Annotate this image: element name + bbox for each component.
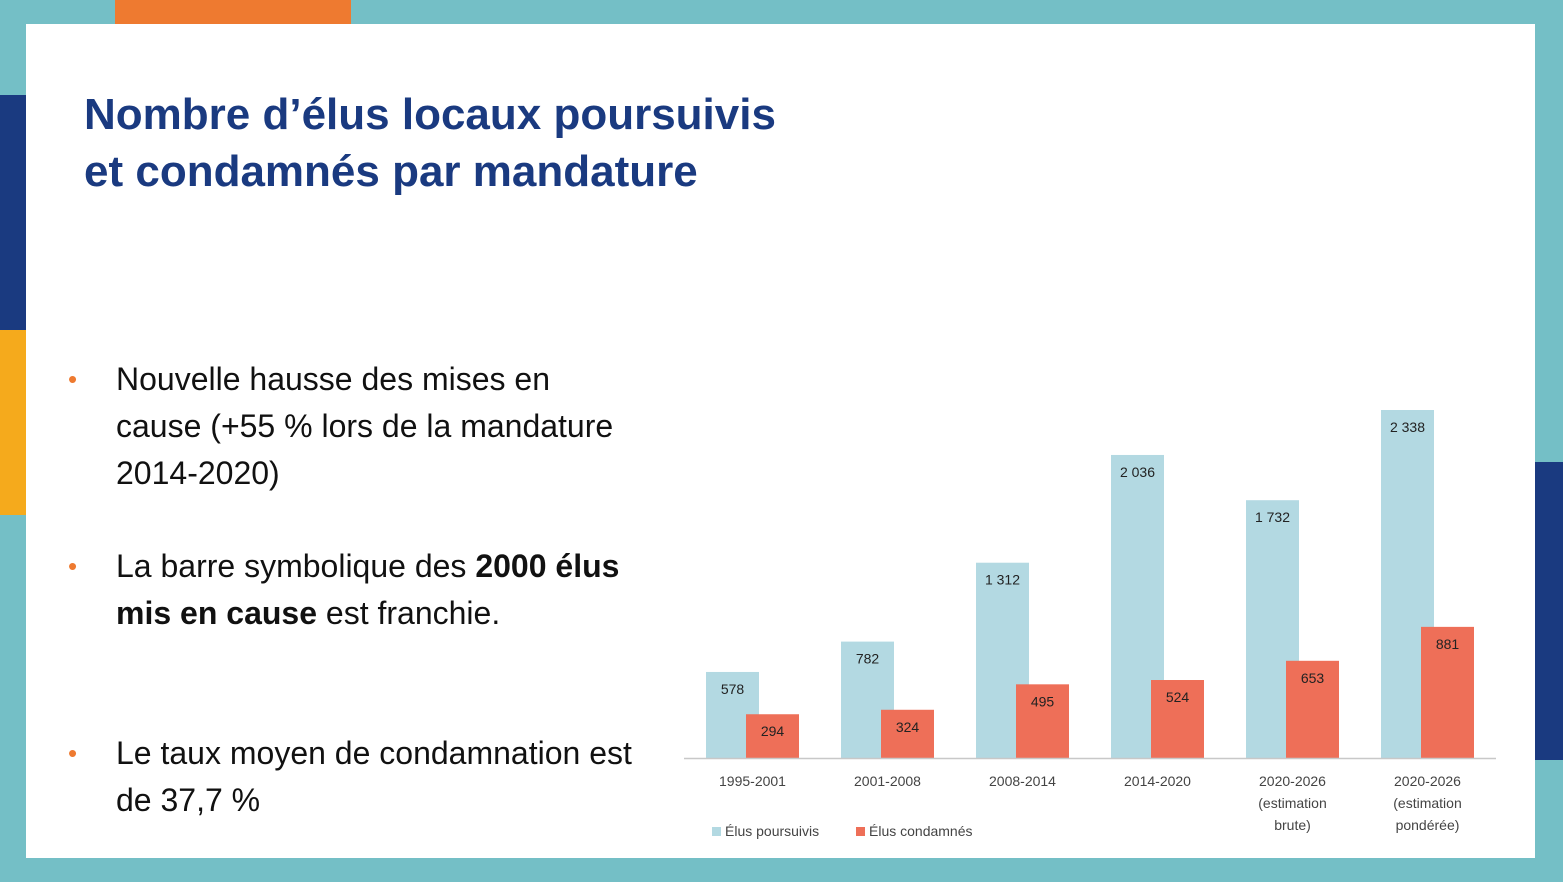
x-tick-label: pondérée) [1396, 817, 1460, 833]
x-tick-label: brute) [1274, 817, 1311, 833]
bar-condamnes [746, 714, 799, 758]
decor-navy-band-right [1535, 462, 1563, 760]
x-tick-label: 2008-2014 [989, 773, 1056, 789]
data-label-poursuivis: 2 338 [1390, 419, 1425, 435]
decor-orange-band [115, 0, 351, 24]
legend-label: Élus poursuivis [725, 823, 819, 839]
data-label-condamnes: 324 [896, 719, 920, 735]
bullet-dot-icon: • [68, 551, 78, 581]
slide-title-line-1: Nombre d’élus locaux poursuivis [84, 90, 776, 139]
legend-swatch [856, 827, 865, 836]
bullet-text-part: La barre symbolique des [116, 548, 476, 584]
x-tick-label: (estimation [1393, 795, 1461, 811]
x-tick-label: 2014-2020 [1124, 773, 1191, 789]
bar-condamnes [1016, 684, 1069, 758]
data-label-condamnes: 653 [1301, 670, 1325, 686]
bar-condamnes [1421, 626, 1474, 758]
data-label-poursuivis: 2 036 [1120, 464, 1155, 480]
bullet-text: La barre symbolique des 2000 élus mis en… [116, 543, 636, 637]
data-label-condamnes: 881 [1436, 636, 1460, 652]
slide-title-line-2: et condamnés par mandature [84, 147, 698, 196]
legend-swatch [712, 827, 721, 836]
decor-navy-band-left [0, 95, 26, 330]
data-label-condamnes: 524 [1166, 689, 1190, 705]
data-label-condamnes: 294 [761, 723, 785, 739]
legend-label: Élus condamnés [869, 823, 973, 839]
data-label-poursuivis: 1 732 [1255, 509, 1290, 525]
data-label-condamnes: 495 [1031, 693, 1055, 709]
data-label-poursuivis: 1 312 [985, 572, 1020, 588]
bar-condamnes [881, 709, 934, 758]
bar-condamnes [1151, 680, 1204, 758]
x-tick-label: (estimation [1258, 795, 1326, 811]
x-tick-label: 2020-2026 [1259, 773, 1326, 789]
bullet-text-part: Le taux moyen de condamnation est de 37,… [116, 735, 632, 818]
x-tick-label: 2020-2026 [1394, 773, 1461, 789]
decor-yellow-band [0, 330, 26, 515]
data-label-poursuivis: 578 [721, 681, 745, 697]
bullet-dot-icon: • [68, 738, 78, 768]
x-tick-label: 1995-2001 [719, 773, 786, 789]
bullet-text: Nouvelle hausse des mises en cause (+55 … [116, 356, 636, 497]
bullet-dot-icon: • [68, 364, 78, 394]
x-tick-label: 2001-2008 [854, 773, 921, 789]
slide-card: Nombre d’élus locaux poursuivis et conda… [26, 24, 1535, 858]
bullet-text-part: est franchie. [317, 595, 501, 631]
bar-chart: 578 294 1995-2001 782 324 2001-2008 1 312 495 20… [684, 410, 1496, 839]
slide-title: Nombre d’élus locaux poursuivis et conda… [84, 86, 984, 200]
data-label-poursuivis: 782 [856, 651, 880, 667]
bullet-text-bold: 2000 élus mis en cause [116, 548, 620, 631]
bar-condamnes [1286, 660, 1339, 758]
bullet-text-part: Nouvelle hausse des mises en cause (+55 … [116, 361, 614, 491]
bullet-text: Le taux moyen de condamnation est de 37,… [116, 730, 636, 824]
